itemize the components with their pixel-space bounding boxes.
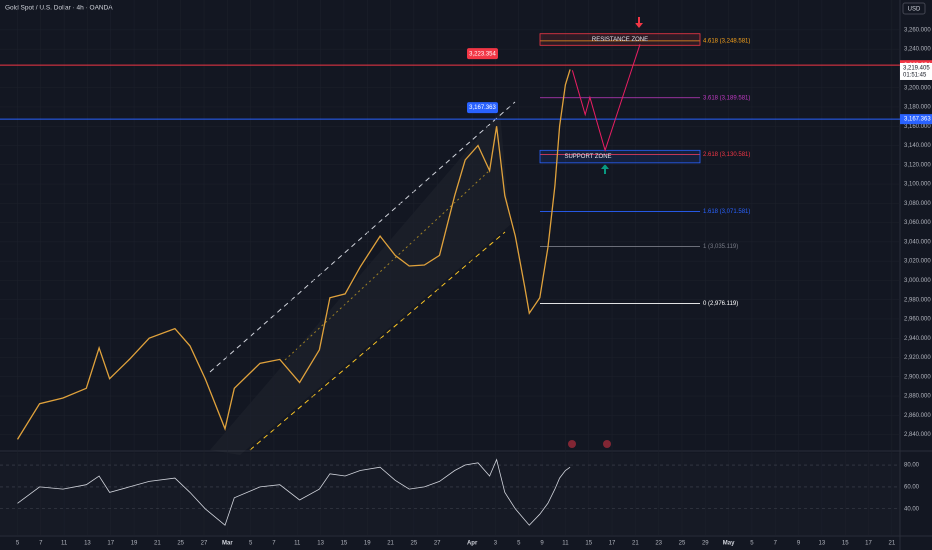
x-tick-label: 7 bbox=[272, 541, 276, 547]
channel-upper bbox=[209, 101, 516, 373]
price-tag-bg bbox=[467, 102, 498, 114]
x-tick-label: 15 bbox=[341, 541, 348, 547]
y-tick-label: 2,920.000 bbox=[904, 355, 931, 361]
price-tag: 3,167.363 bbox=[469, 105, 496, 111]
zone-label: SUPPORT ZONE bbox=[564, 154, 611, 160]
y-tick-label: 3,080.000 bbox=[904, 201, 931, 207]
y-tick-label: 2,980.000 bbox=[904, 297, 931, 303]
y-tick-label: 3,100.000 bbox=[904, 182, 931, 188]
y-tick-label: 3,140.000 bbox=[904, 143, 931, 149]
zone bbox=[539, 149, 701, 164]
x-tick-label: 3 bbox=[494, 541, 498, 547]
y-tick-label: 3,160.000 bbox=[904, 124, 931, 130]
fib-label: 1 (3,035.119) bbox=[703, 244, 738, 250]
indicator-tick-label: 80.00 bbox=[904, 463, 920, 469]
indicator-tick-label: 40.00 bbox=[904, 506, 920, 512]
currency: USD bbox=[908, 7, 921, 13]
y-tick-label: 3,040.000 bbox=[904, 239, 931, 245]
x-tick-label: 25 bbox=[411, 541, 418, 547]
x-tick-label: 17 bbox=[107, 541, 114, 547]
y-tick-label: 2,880.000 bbox=[904, 394, 931, 400]
x-tick-label: 21 bbox=[154, 541, 161, 547]
projection bbox=[571, 44, 641, 152]
x-tick-label: 21 bbox=[632, 541, 639, 547]
x-tick-label: 5 bbox=[750, 541, 754, 547]
y-tick-label: 3,260.000 bbox=[904, 27, 931, 33]
axis-tag: 3,167.363 bbox=[904, 117, 931, 123]
y-tick-label: 2,960.000 bbox=[904, 317, 931, 323]
fib-label: 1.618 (3,071.581) bbox=[703, 209, 750, 215]
indicator-tick-label: 60.00 bbox=[904, 484, 920, 490]
x-tick-label: 13 bbox=[84, 541, 91, 547]
x-tick-label: 7 bbox=[774, 541, 778, 547]
y-tick-label: 2,860.000 bbox=[904, 413, 931, 419]
indicator-line bbox=[17, 458, 571, 526]
y-tick-label: 3,240.000 bbox=[904, 47, 931, 53]
down-arrow bbox=[635, 17, 643, 28]
x-tick-label: 23 bbox=[655, 541, 662, 547]
x-tick-label: 15 bbox=[842, 541, 849, 547]
x-tick-label: 5 bbox=[16, 541, 20, 547]
x-tick-label: 25 bbox=[177, 541, 184, 547]
x-tick-label: 19 bbox=[131, 541, 138, 547]
price-tag: 3,223.354 bbox=[469, 51, 496, 57]
event-icon bbox=[568, 440, 576, 448]
countdown: 01:51:45 bbox=[903, 73, 927, 79]
x-tick-label: 17 bbox=[865, 541, 872, 547]
x-tick-label: Mar bbox=[222, 541, 233, 547]
channel-mid bbox=[284, 169, 491, 361]
indicator-pane bbox=[0, 453, 900, 535]
y-tick-label: 3,060.000 bbox=[904, 220, 931, 226]
y-tick-label: 2,900.000 bbox=[904, 374, 931, 380]
axis-tag-bg bbox=[900, 114, 932, 125]
x-tick-label: 5 bbox=[517, 541, 521, 547]
y-tick-label: 3,120.000 bbox=[904, 162, 931, 168]
y-tick-label: 2,840.000 bbox=[904, 432, 931, 438]
x-tick-label: 15 bbox=[585, 541, 592, 547]
x-tick-label: 11 bbox=[562, 541, 569, 547]
last-price: 3,219.405 bbox=[903, 66, 930, 72]
x-tick-label: 13 bbox=[819, 541, 826, 547]
y-tick-label: 3,180.000 bbox=[904, 105, 931, 111]
x-tick-label: 27 bbox=[434, 541, 441, 547]
y-tick-label: 3,200.000 bbox=[904, 85, 931, 91]
zone bbox=[539, 33, 701, 46]
event-icon bbox=[603, 440, 611, 448]
y-tick-label: 2,940.000 bbox=[904, 336, 931, 342]
channel-lower bbox=[249, 231, 506, 451]
y-tick-label: 3,020.000 bbox=[904, 259, 931, 265]
x-tick-label: 19 bbox=[364, 541, 371, 547]
x-tick-label: 7 bbox=[39, 541, 43, 547]
price-line-series bbox=[16, 69, 571, 440]
zone-label: RESISTANCE ZONE bbox=[592, 37, 648, 43]
x-tick-label: May bbox=[723, 541, 735, 547]
last-price-bg bbox=[900, 62, 932, 80]
fib-label: 0 (2,976.119) bbox=[703, 301, 738, 307]
fib-label: 4.618 (3,248.581) bbox=[703, 38, 750, 44]
x-tick-label: 27 bbox=[201, 541, 208, 547]
fib-label: 2.618 (3,130.581) bbox=[703, 152, 750, 158]
price-tag-bg bbox=[467, 48, 498, 60]
currency-box bbox=[902, 2, 926, 15]
x-tick-label: 29 bbox=[702, 541, 709, 547]
x-tick-label: 5 bbox=[249, 541, 253, 547]
x-tick-label: 21 bbox=[888, 541, 895, 547]
x-tick-label: 13 bbox=[317, 541, 324, 547]
x-tick-label: 11 bbox=[61, 541, 68, 547]
x-tick-label: 21 bbox=[387, 541, 394, 547]
x-tick-label: 11 bbox=[294, 541, 301, 547]
up-arrow bbox=[601, 164, 609, 174]
x-tick-label: 9 bbox=[540, 541, 544, 547]
x-tick-label: Apr bbox=[467, 541, 478, 547]
x-tick-label: 9 bbox=[797, 541, 801, 547]
x-tick-label: 25 bbox=[679, 541, 686, 547]
x-tick-label: 17 bbox=[609, 541, 616, 547]
fib-label: 3.618 (3,189.581) bbox=[703, 95, 750, 101]
y-tick-label: 3,000.000 bbox=[904, 278, 931, 284]
chart-title: Gold Spot / U.S. Dollar · 4h · OANDA bbox=[5, 5, 113, 12]
